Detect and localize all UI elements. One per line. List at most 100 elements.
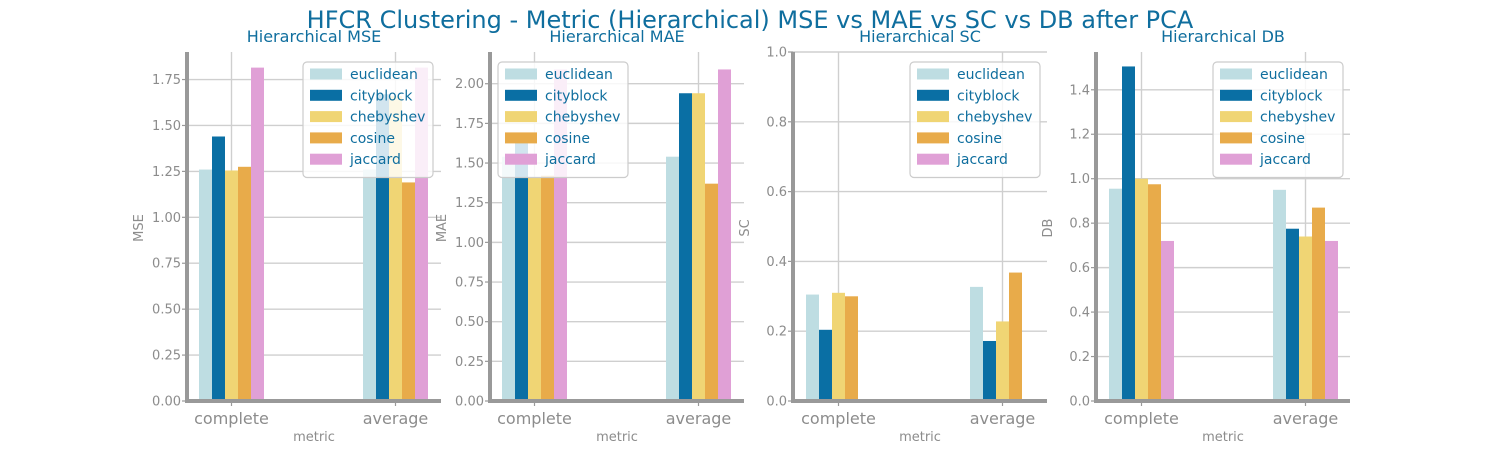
y-tick-label: 0.6 — [1069, 261, 1090, 276]
legend-swatch-jaccard — [917, 153, 949, 165]
y-tick-label: 0.00 — [455, 395, 484, 410]
legend-swatch-euclidean — [917, 68, 949, 80]
chart-panel-1: 0.00 0.25 0.50 0.75 1.00 1.25 1.50 1.75 complete… — [132, 27, 441, 445]
legend-label-chebyshev: chebyshev — [1260, 110, 1335, 126]
y-axis-label: SC — [738, 219, 753, 236]
panel-title: Hierarchical SC — [859, 27, 981, 46]
chart-panel-4: 0.0 0.2 0.4 0.6 0.8 1.0 1.2 1.4 complete average H… — [1041, 27, 1350, 445]
y-tick-label: 0.4 — [766, 255, 787, 270]
bar-euclidean-average — [1273, 189, 1286, 401]
y-tick-label: 1.0 — [766, 46, 787, 61]
y-tick-label: 1.2 — [1069, 128, 1090, 143]
y-tick-label: 0.75 — [455, 276, 484, 291]
bar-chebyshev-complete — [1135, 178, 1148, 401]
bar-euclidean-average — [666, 156, 679, 401]
legend-label-cosine: cosine — [545, 131, 590, 147]
legend: euclidean cityblock chebyshev cosine jaccard — [302, 61, 434, 179]
y-tick-label: 0.00 — [152, 395, 181, 410]
y-tick-label: 1.50 — [152, 119, 181, 134]
y-tick-label: 0.0 — [1069, 395, 1090, 410]
chart-panel-3: 0.0 0.2 0.4 0.6 0.8 1.0 complete average Hierarc… — [738, 27, 1047, 445]
y-tick-label: 1.75 — [152, 73, 181, 88]
y-tick-label: 0.8 — [766, 115, 787, 130]
x-tick-label: average — [970, 409, 1036, 428]
y-tick-label: 1.4 — [1069, 83, 1090, 98]
x-axis-label: metric — [1202, 430, 1244, 445]
y-tick-label: 1.25 — [152, 165, 181, 180]
y-tick-label: 1.0 — [1069, 172, 1090, 187]
legend: euclidean cityblock chebyshev cosine jaccard — [909, 61, 1041, 179]
bar-cosine-complete — [541, 175, 554, 401]
y-tick-label: 0.4 — [1069, 306, 1090, 321]
bar-chebyshev-complete — [528, 177, 541, 401]
bar-cityblock-average — [679, 93, 692, 401]
bar-cityblock-complete — [1122, 66, 1135, 402]
legend: euclidean cityblock chebyshev cosine jaccard — [497, 61, 629, 179]
bar-euclidean-complete — [1109, 188, 1122, 401]
legend-label-chebyshev: chebyshev — [957, 110, 1032, 126]
y-tick-label: 0.2 — [1069, 350, 1090, 365]
legend-swatch-cosine — [310, 132, 342, 144]
bar-euclidean-complete — [806, 294, 819, 401]
x-axis-label: metric — [293, 430, 335, 445]
legend-label-cosine: cosine — [1260, 131, 1305, 147]
bar-chebyshev-average — [692, 93, 705, 401]
legend-label-cityblock: cityblock — [957, 88, 1020, 104]
bar-cityblock-complete — [819, 329, 832, 401]
x-tick-label: complete — [194, 409, 269, 428]
bar-cityblock-average — [983, 340, 996, 401]
legend-swatch-euclidean — [505, 68, 537, 80]
y-tick-label: 0.25 — [152, 349, 181, 364]
y-tick-label: 1.75 — [455, 117, 484, 132]
legend-swatch-cityblock — [505, 89, 537, 101]
legend-swatch-jaccard — [310, 153, 342, 165]
legend-label-jaccard: jaccard — [544, 152, 596, 168]
y-tick-label: 0.50 — [152, 303, 181, 318]
bar-euclidean-average — [363, 169, 376, 401]
x-tick-label: average — [363, 409, 429, 428]
legend-label-cityblock: cityblock — [1260, 88, 1323, 104]
bar-cosine-average — [402, 182, 415, 401]
legend-swatch-euclidean — [1220, 68, 1252, 80]
bar-cosine-average — [1312, 207, 1325, 401]
bar-cosine-complete — [845, 296, 858, 401]
x-axis-label: metric — [596, 430, 638, 445]
bar-cityblock-complete — [212, 136, 225, 401]
bar-euclidean-complete — [502, 156, 515, 401]
legend-swatch-jaccard — [505, 153, 537, 165]
bar-cosine-complete — [238, 166, 251, 401]
y-tick-label: 1.25 — [455, 196, 484, 211]
y-tick-label: 0.8 — [1069, 217, 1090, 232]
chart-panel-2: 0.00 0.25 0.50 0.75 1.00 1.25 1.50 1.75 2.00 comp… — [435, 27, 744, 445]
legend-label-cityblock: cityblock — [545, 88, 608, 104]
bar-cityblock-average — [1286, 228, 1299, 401]
legend-label-chebyshev: chebyshev — [545, 110, 620, 126]
x-tick-label: complete — [497, 409, 572, 428]
bar-cosine-average — [1009, 272, 1022, 401]
y-tick-label: 0.2 — [766, 325, 787, 340]
legend-label-cosine: cosine — [957, 131, 1002, 147]
legend-swatch-cityblock — [1220, 89, 1252, 101]
bar-chebyshev-average — [1299, 236, 1312, 401]
bar-chebyshev-average — [996, 321, 1009, 401]
y-tick-label: 1.00 — [152, 211, 181, 226]
bar-jaccard-average — [718, 69, 731, 401]
bar-jaccard-complete — [251, 67, 264, 401]
legend-swatch-cityblock — [310, 89, 342, 101]
y-tick-label: 1.00 — [455, 236, 484, 251]
y-tick-label: 0.75 — [152, 257, 181, 272]
legend-swatch-cosine — [505, 132, 537, 144]
y-tick-label: 0.0 — [766, 395, 787, 410]
legend-swatch-jaccard — [1220, 153, 1252, 165]
legend-swatch-euclidean — [310, 68, 342, 80]
bar-euclidean-average — [970, 286, 983, 401]
y-axis-label: DB — [1041, 219, 1056, 238]
legend-label-cosine: cosine — [350, 131, 395, 147]
y-axis-label: MSE — [132, 214, 147, 242]
x-tick-label: average — [1273, 409, 1339, 428]
bar-jaccard-average — [1325, 240, 1338, 401]
legend: euclidean cityblock chebyshev cosine jaccard — [1212, 61, 1344, 179]
legend-label-jaccard: jaccard — [1259, 152, 1311, 168]
